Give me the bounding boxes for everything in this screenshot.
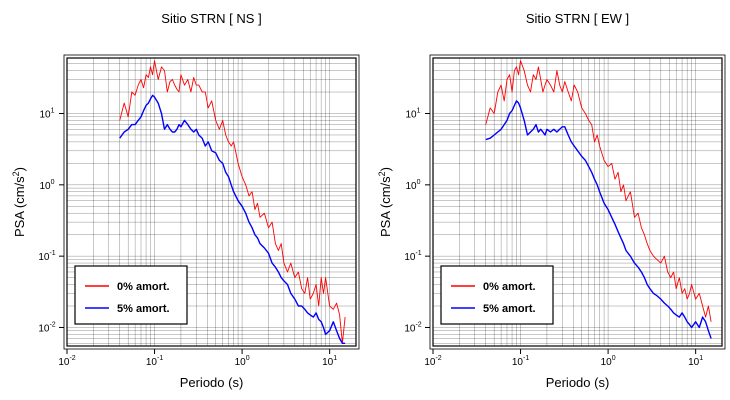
series-line-blue <box>119 94 346 344</box>
chart-title: Sitio STRN [ NS ] <box>161 11 261 26</box>
x-tick-label: 10-2 <box>424 355 441 368</box>
x-tick-label: 100 <box>601 355 616 368</box>
series-line-red <box>485 60 712 322</box>
y-tick-label: 101 <box>39 108 54 121</box>
y-tick-label: 10-2 <box>38 321 55 334</box>
legend-label: 5% amort. <box>483 303 536 315</box>
chart-panel-ns: 10-2 10-1 100 101 10-2 10-1 100 101 Sitio STRN [… <box>11 11 360 390</box>
series-line-blue <box>485 100 712 339</box>
legend: 0% amort. 5% amort. <box>74 265 188 325</box>
y-axis-label: PSA (cm/s2) <box>11 167 27 237</box>
y-tick-label: 10-1 <box>38 250 55 263</box>
legend-box <box>74 265 188 325</box>
y-tick-label: 100 <box>405 179 420 192</box>
x-tick-label: 10-2 <box>58 355 75 368</box>
series-line-red <box>119 60 346 344</box>
legend-label: 0% amort. <box>483 281 536 293</box>
plot-frame <box>66 57 357 347</box>
grid <box>432 57 723 346</box>
x-axis-label: Periodo (s) <box>180 375 244 390</box>
x-axis-label: Periodo (s) <box>546 375 610 390</box>
plot-frame-outer <box>63 54 360 350</box>
y-tick-label: 101 <box>405 108 420 121</box>
legend-label: 0% amort. <box>117 281 170 293</box>
y-tick-label: 100 <box>39 179 54 192</box>
plot-frame <box>432 57 723 347</box>
y-tick-label: 10-2 <box>404 321 421 334</box>
legend-label: 5% amort. <box>117 303 170 315</box>
y-axis-label: PSA (cm/s2) <box>377 167 393 237</box>
legend: 0% amort. 5% amort. <box>440 265 554 325</box>
y-tick-label: 10-1 <box>404 250 421 263</box>
legend-box <box>440 265 554 325</box>
plot-frame-outer <box>429 54 726 350</box>
x-tick-label: 101 <box>322 355 337 368</box>
chart-panel-ew: 10-2 10-1 100 101 10-2 10-1 100 101 Sitio STRN [… <box>377 11 726 390</box>
x-tick-label: 100 <box>235 355 250 368</box>
chart-title: Sitio STRN [ EW ] <box>526 11 629 26</box>
x-tick-label: 10-1 <box>512 355 529 368</box>
x-tick-label: 101 <box>688 355 703 368</box>
x-tick-label: 10-1 <box>146 355 163 368</box>
